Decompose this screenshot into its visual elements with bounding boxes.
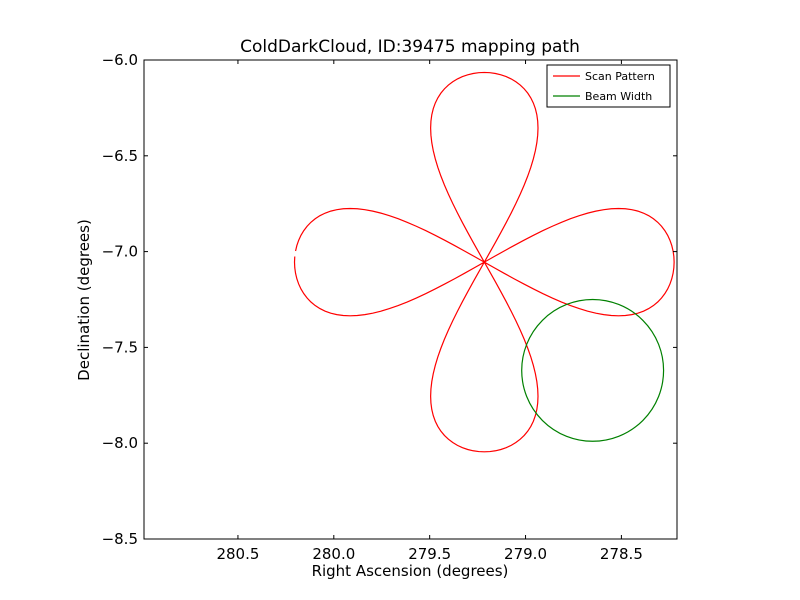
x-tick-label: 280.0 — [312, 545, 355, 563]
legend-box — [546, 64, 671, 108]
y-tick-label: −8.5 — [102, 530, 138, 548]
x-tick-label: 279.0 — [504, 545, 547, 563]
beam-width-circle — [521, 298, 665, 442]
ticks-layer: 280.5 280.0 279.5 279.0 278.5 −6.0 −6.5 −7.0 −7.… — [102, 51, 677, 563]
y-tick-label: −6.5 — [102, 147, 138, 165]
scan-pattern-line — [293, 71, 675, 453]
series-layer — [293, 71, 675, 453]
legend: Scan Pattern Beam Width — [546, 64, 671, 108]
x-axis-label: Right Ascension (degrees) — [312, 562, 509, 580]
x-tick-label: 280.5 — [216, 545, 259, 563]
plot-frame — [143, 59, 678, 540]
chart-title: ColdDarkCloud, ID:39475 mapping path — [240, 37, 580, 57]
y-tick-label: −7.0 — [102, 243, 138, 261]
y-tick-label: −6.0 — [102, 51, 138, 69]
y-tick-label: −7.5 — [102, 338, 138, 356]
y-tick-label: −8.0 — [102, 434, 138, 452]
y-axis-label: Declination (degrees) — [75, 219, 93, 381]
x-tick-label: 279.5 — [408, 545, 451, 563]
legend-label-scan-pattern: Scan Pattern — [585, 70, 655, 83]
x-tick-label: 278.5 — [600, 545, 643, 563]
legend-label-beam-width: Beam Width — [585, 90, 652, 103]
